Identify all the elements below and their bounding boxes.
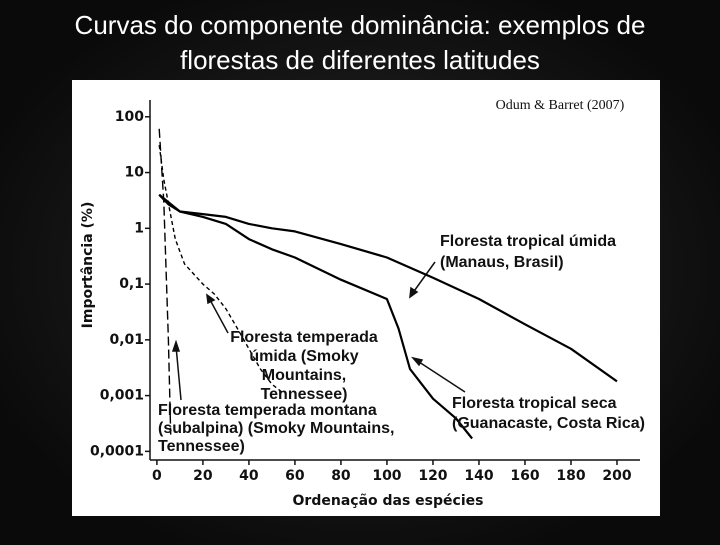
x-tick-label: 60: [285, 468, 305, 484]
chart-panel: [72, 80, 660, 516]
x-axis-label: Ordenação das espécies: [293, 493, 484, 509]
arrow-head: [410, 356, 424, 367]
series-label: Floresta temperada: [230, 329, 378, 346]
arrows: [171, 261, 466, 401]
series-label: (Guanacaste, Costa Rica): [452, 415, 645, 432]
series-line: [158, 193, 473, 440]
series-label: Tennessee): [158, 438, 245, 455]
x-tick-label: 140: [464, 468, 493, 484]
y-axis-label: Importância (%): [80, 202, 96, 329]
slide-title: Curvas do componente dominância: exemplo…: [75, 10, 646, 40]
series-label: Floresta temperada montana: [158, 402, 377, 419]
source: Odum & Barret (2007): [496, 98, 625, 113]
series-label: Tennessee): [261, 386, 348, 403]
x-tick-label: 100: [372, 468, 401, 484]
arrow: [411, 261, 436, 295]
series-label: (subalpina) (Smoky Mountains,: [158, 420, 394, 437]
x-tick-label: 80: [331, 468, 351, 484]
x-tick-label: 160: [510, 468, 539, 484]
y-tick-label: 10: [125, 165, 145, 181]
x-tick-label: 20: [193, 468, 213, 484]
arrow-head: [171, 339, 181, 352]
y-tick-label: 100: [115, 109, 144, 125]
series-label: (Manaus, Brasil): [440, 254, 564, 271]
arrow: [415, 359, 466, 393]
x-tick-label: 120: [418, 468, 447, 484]
x-tick-label: 180: [556, 468, 585, 484]
series-label: Floresta tropical seca: [452, 395, 617, 412]
series-label: Floresta tropical úmida: [440, 233, 616, 250]
slide-title: florestas de diferentes latitudes: [180, 45, 540, 75]
y-tick-label: 1: [134, 220, 144, 236]
arrow: [208, 297, 229, 334]
y-tick-label: 0,0001: [90, 443, 144, 459]
arrow-head: [409, 286, 419, 299]
arrow-head: [206, 293, 216, 305]
y-tick-label: 0,01: [109, 332, 144, 348]
x-tick-label: 0: [152, 468, 162, 484]
x-tick-label: 200: [602, 468, 631, 484]
series-label: úmida (Smoky: [249, 348, 358, 365]
y-tick-label: 0,1: [119, 276, 144, 292]
arrow: [175, 345, 182, 401]
y-tick-label: 0,001: [100, 388, 144, 404]
series-label: Mountains,: [262, 367, 346, 384]
x-tick-label: 40: [239, 468, 259, 484]
series-line: [158, 145, 284, 394]
